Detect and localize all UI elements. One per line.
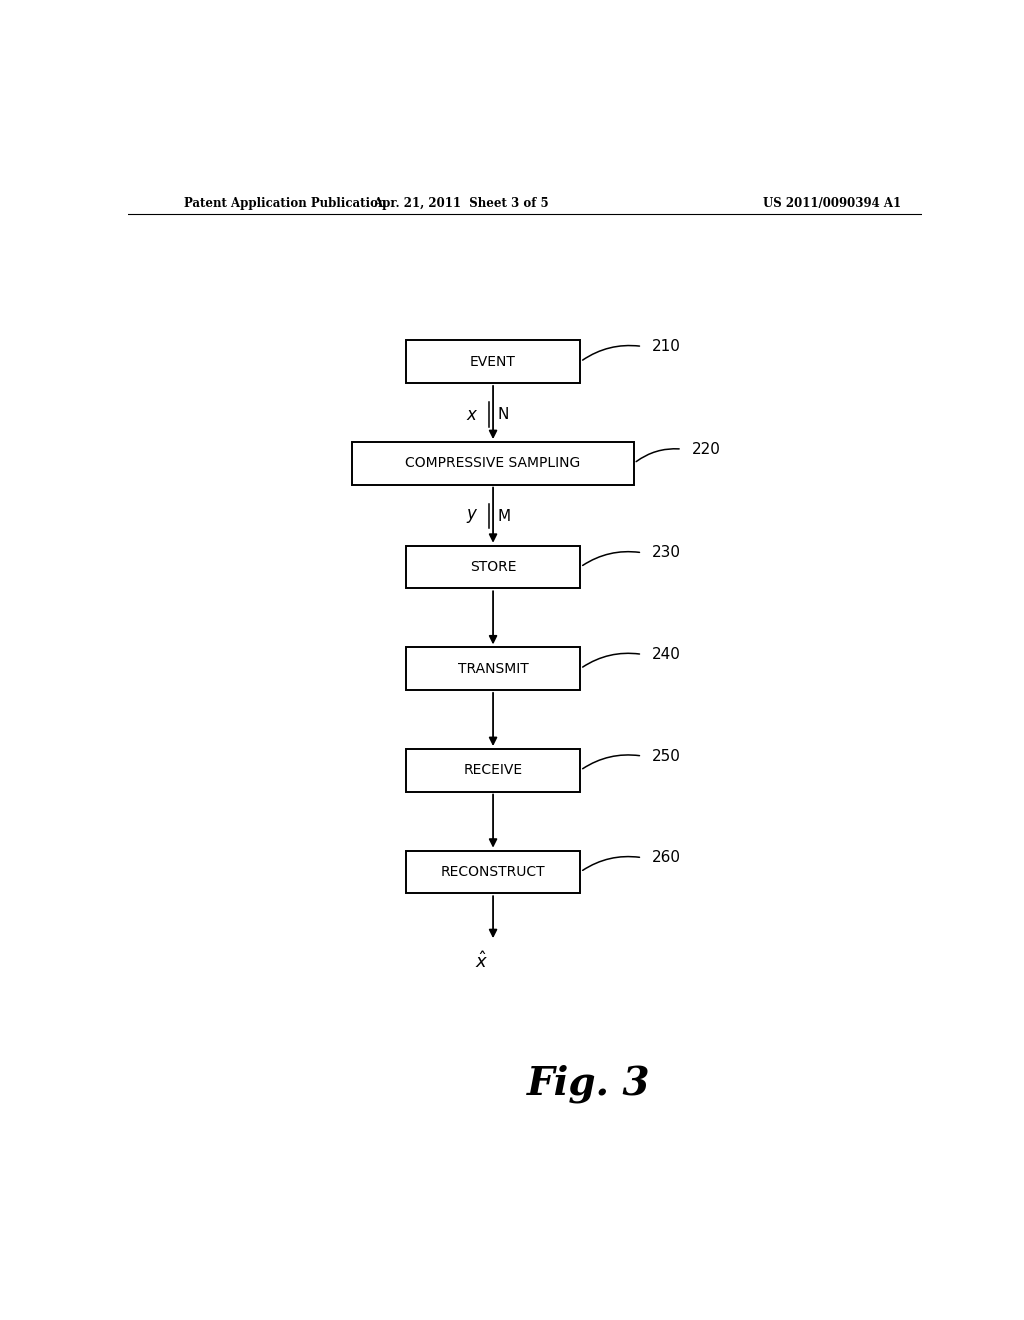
Bar	[406, 850, 581, 894]
Text: 230: 230	[652, 545, 681, 560]
Text: Apr. 21, 2011  Sheet 3 of 5: Apr. 21, 2011 Sheet 3 of 5	[374, 197, 549, 210]
Text: N: N	[497, 407, 508, 422]
Text: TRANSMIT: TRANSMIT	[458, 661, 528, 676]
Text: 240: 240	[652, 647, 681, 661]
Text: STORE: STORE	[470, 560, 516, 574]
Text: US 2011/0090394 A1: US 2011/0090394 A1	[763, 197, 901, 210]
Text: Fig. 3: Fig. 3	[526, 1064, 650, 1102]
Text: Patent Application Publication: Patent Application Publication	[183, 197, 386, 210]
Text: RECONSTRUCT: RECONSTRUCT	[440, 865, 546, 879]
Text: 260: 260	[652, 850, 681, 865]
Text: RECEIVE: RECEIVE	[464, 763, 522, 777]
Bar	[406, 341, 581, 383]
Bar	[406, 647, 581, 690]
Bar	[406, 748, 581, 792]
Text: 250: 250	[652, 748, 681, 763]
Text: EVENT: EVENT	[470, 355, 516, 368]
Text: M: M	[497, 508, 510, 524]
Bar	[352, 442, 634, 484]
Text: 220: 220	[691, 442, 720, 457]
Text: $x$: $x$	[466, 405, 479, 424]
Text: $y$: $y$	[466, 507, 479, 525]
Text: $\hat{x}$: $\hat{x}$	[475, 950, 488, 972]
Text: COMPRESSIVE SAMPLING: COMPRESSIVE SAMPLING	[406, 457, 581, 470]
Text: 210: 210	[652, 339, 681, 354]
Bar	[406, 545, 581, 589]
